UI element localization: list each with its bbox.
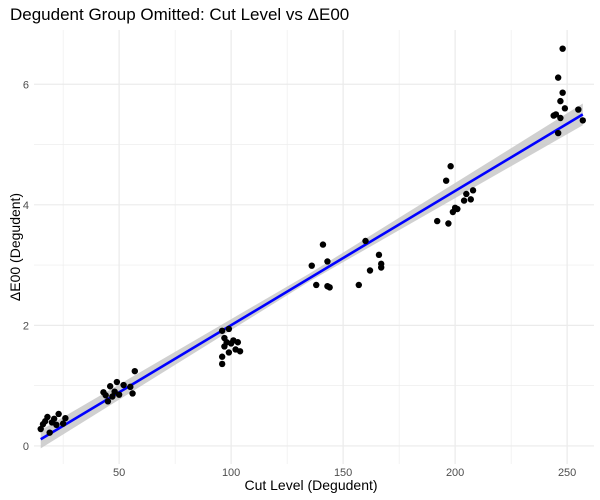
chart-title: Degudent Group Omitted: Cut Level vs ΔE0…	[10, 5, 349, 24]
data-point	[55, 410, 62, 418]
data-point	[102, 392, 109, 399]
data-point	[236, 348, 244, 355]
x-axis-title: Cut Level (Degudent)	[244, 477, 377, 493]
data-point	[460, 197, 468, 204]
y-tick-labels: 0 2 4 6	[23, 79, 29, 453]
data-point	[308, 262, 315, 269]
data-point	[104, 398, 112, 405]
data-point	[557, 97, 564, 105]
data-point	[115, 391, 123, 398]
data-point	[50, 415, 58, 422]
data-point	[120, 381, 127, 389]
data-point	[575, 106, 582, 113]
data-point	[324, 258, 331, 265]
data-point	[378, 260, 385, 268]
data-point	[326, 284, 333, 291]
data-point	[46, 429, 53, 436]
data-point	[366, 267, 374, 274]
y-tick-label: 0	[23, 441, 29, 453]
data-point	[463, 190, 470, 198]
data-point	[37, 425, 44, 433]
data-point	[234, 339, 242, 346]
data-point	[53, 421, 60, 429]
data-point	[62, 414, 69, 422]
data-point	[375, 251, 383, 259]
data-point	[225, 325, 233, 333]
data-point	[434, 217, 441, 225]
y-tick-label: 6	[23, 79, 29, 91]
data-point	[106, 383, 114, 390]
data-point	[454, 205, 461, 213]
data-points	[37, 45, 586, 436]
data-point	[59, 420, 67, 427]
y-tick-label: 4	[23, 200, 29, 212]
x-tick-label: 50	[113, 467, 125, 479]
data-point	[559, 45, 566, 52]
data-point	[113, 378, 121, 386]
data-point	[44, 413, 51, 421]
data-point	[218, 353, 226, 360]
x-tick-label: 250	[558, 467, 576, 479]
data-point	[442, 177, 450, 184]
x-tick-label: 150	[334, 467, 352, 479]
major-gridlines	[34, 30, 594, 464]
x-tick-label: 200	[446, 467, 464, 479]
data-point	[447, 163, 454, 170]
data-point	[557, 114, 564, 122]
data-point	[129, 390, 136, 397]
data-point	[469, 187, 477, 194]
data-point	[561, 105, 569, 112]
data-point	[467, 196, 474, 203]
data-point	[355, 281, 362, 289]
data-point	[554, 74, 562, 81]
data-point	[313, 281, 320, 289]
y-tick-label: 2	[23, 320, 29, 332]
data-point	[319, 241, 327, 248]
data-point	[445, 220, 452, 227]
data-point	[559, 89, 566, 96]
x-tick-labels: 50 100 150 200 250	[113, 467, 576, 479]
x-tick-label: 100	[222, 467, 240, 479]
data-point	[127, 383, 134, 391]
data-point	[131, 367, 138, 375]
data-point	[579, 117, 586, 124]
y-axis-title: ΔE00 (Degudent)	[7, 193, 23, 301]
data-point	[109, 393, 116, 400]
data-point	[362, 237, 369, 245]
data-point	[554, 129, 562, 137]
data-point	[218, 360, 226, 368]
data-point	[218, 327, 226, 334]
data-point	[552, 111, 560, 118]
data-point	[225, 349, 233, 356]
data-point	[111, 388, 118, 395]
